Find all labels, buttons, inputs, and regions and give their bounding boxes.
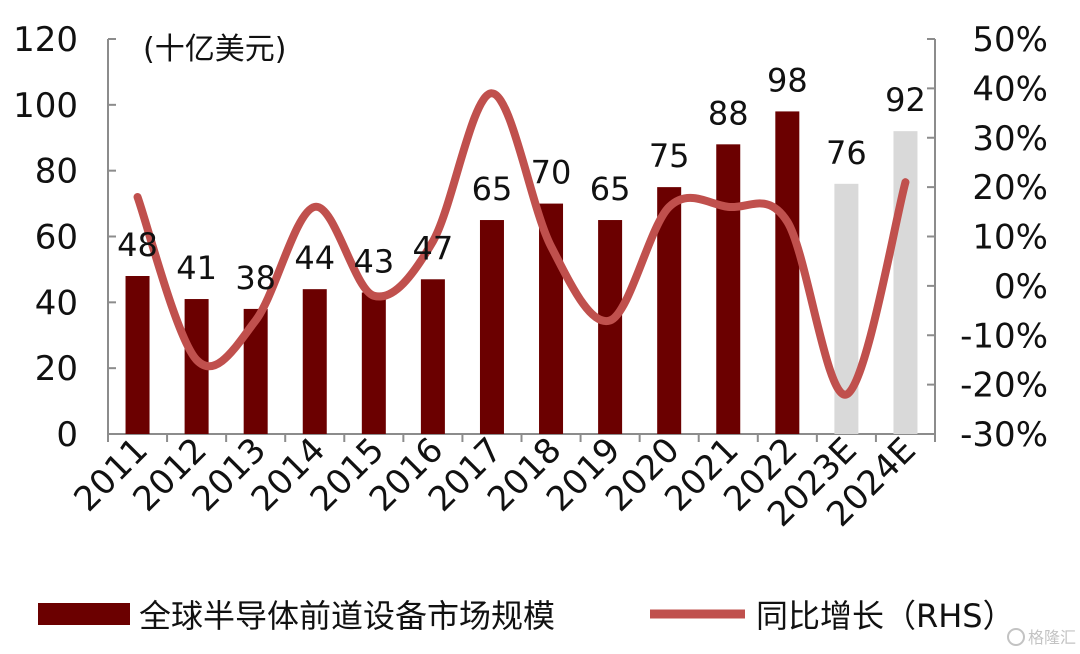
axes xyxy=(107,38,936,442)
legend-label-growth: 同比增长（RHS） xyxy=(756,597,1015,635)
left-tick-label: 0 xyxy=(56,415,78,455)
right-tick-label: 10% xyxy=(972,218,1048,258)
bar-value-label: 76 xyxy=(826,134,867,172)
bar-value-label: 65 xyxy=(472,170,513,208)
right-tick-label: 20% xyxy=(972,168,1048,208)
bar xyxy=(302,289,327,434)
left-tick-label: 20 xyxy=(35,349,78,389)
bar-value-label: 65 xyxy=(590,170,631,208)
right-tick-label: 40% xyxy=(972,69,1048,109)
bar xyxy=(775,111,800,435)
bar-value-label: 48 xyxy=(117,226,158,264)
bar xyxy=(420,279,445,434)
right-tick-label: -10% xyxy=(960,316,1048,356)
legend-label-market-size: 全球半导体前道设备市场规模 xyxy=(139,597,555,635)
legend-item-market-size: 全球半导体前道设备市场规模 xyxy=(38,597,555,635)
bar xyxy=(716,144,741,435)
right-tick-label: -30% xyxy=(960,415,1048,455)
left-tick-label: 100 xyxy=(13,86,78,126)
bar-value-label: 41 xyxy=(176,249,217,287)
bar xyxy=(361,292,386,434)
left-tick-label: 120 xyxy=(13,20,78,60)
right-tick-label: 0% xyxy=(994,267,1048,307)
bar xyxy=(125,276,150,434)
unit-label: (十亿美元) xyxy=(143,32,286,67)
right-tick-label: 50% xyxy=(972,20,1048,60)
bar-value-label: 92 xyxy=(885,81,926,119)
right-axis-ticks: -30% -20% -10% 0% 10% 20% 30% 40% 50% xyxy=(960,20,1048,455)
data-labels: 48 41 38 44 43 47 65 70 65 75 88 98 76 92 xyxy=(117,61,926,297)
watermark-text: 格隆汇 xyxy=(1028,628,1076,647)
bar-value-label: 70 xyxy=(531,154,572,192)
left-tick-label: 40 xyxy=(35,283,78,323)
legend: 全球半导体前道设备市场规模 同比增长（RHS） xyxy=(38,597,1015,635)
left-tick-label: 80 xyxy=(35,152,78,192)
bar xyxy=(479,220,504,434)
watermark-logo-icon xyxy=(1007,628,1025,646)
growth-line-path xyxy=(133,89,910,399)
watermark: 格隆汇 xyxy=(1007,628,1076,647)
bar-value-label: 44 xyxy=(294,239,335,277)
x-axis-labels: 2011201220132014201520162017201820192020… xyxy=(66,430,923,535)
bar-value-label: 43 xyxy=(353,242,394,280)
bar-value-label: 88 xyxy=(708,94,749,132)
left-tick-label: 60 xyxy=(35,218,78,258)
right-tick-label: 30% xyxy=(972,119,1048,159)
bar-value-label: 38 xyxy=(235,259,276,297)
bar xyxy=(893,131,918,434)
right-tick-label: -20% xyxy=(960,366,1048,406)
legend-item-growth: 同比增长（RHS） xyxy=(650,597,1015,635)
bar-value-label: 75 xyxy=(649,137,690,175)
growth-line xyxy=(133,89,910,399)
bar-value-label: 47 xyxy=(413,229,454,267)
bar xyxy=(657,187,682,434)
bar xyxy=(598,220,623,434)
legend-swatch-bar xyxy=(38,603,130,625)
left-axis-ticks: 0 20 40 60 80 100 120 xyxy=(13,20,78,455)
bar-value-label: 98 xyxy=(767,61,808,99)
